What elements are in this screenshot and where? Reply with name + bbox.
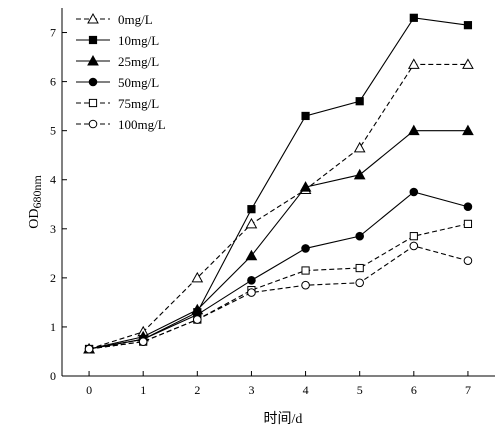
series-layer	[83, 13, 474, 354]
series-0	[83, 58, 474, 354]
legend-marker	[87, 12, 99, 24]
data-point	[463, 219, 473, 228]
x-tick-label: 4	[303, 383, 309, 397]
x-tick-label: 1	[140, 383, 146, 397]
data-point	[193, 315, 202, 324]
y-axis-title-main: OD	[27, 209, 42, 229]
data-point	[247, 288, 256, 297]
legend-label: 25mg/L	[118, 54, 159, 69]
data-point	[247, 276, 256, 285]
legend-item: 25mg/L	[76, 54, 159, 69]
data-point	[409, 13, 418, 22]
legend-marker	[88, 35, 98, 45]
y-tick-label: 3	[50, 222, 56, 236]
legend-label: 75mg/L	[118, 96, 159, 111]
data-point	[84, 344, 94, 354]
legend-item: 0mg/L	[76, 12, 153, 27]
data-point	[355, 278, 364, 288]
series-line	[88, 130, 468, 350]
data-point	[355, 263, 364, 273]
y-tick-label: 7	[50, 26, 56, 40]
data-point	[409, 187, 419, 197]
data-point	[245, 217, 258, 229]
legend-item: 50mg/L	[76, 75, 159, 90]
data-point	[355, 231, 364, 241]
data-point	[407, 58, 420, 69]
data-point	[463, 256, 473, 265]
legend-marker	[87, 54, 99, 66]
y-tick-label: 0	[50, 369, 56, 383]
x-tick-label: 6	[411, 383, 417, 397]
data-point	[407, 124, 420, 136]
data-point	[301, 111, 310, 121]
data-point	[138, 337, 148, 346]
data-point	[463, 202, 473, 212]
series-line	[88, 245, 469, 350]
x-tick-label: 7	[465, 383, 471, 397]
y-axis-title-sub: 680nm	[30, 175, 44, 209]
data-point	[191, 271, 204, 283]
data-point	[462, 124, 474, 136]
legend: 0mg/L 10mg/L 25mg/L 50mg/L 75mg/L 100mg/L	[76, 12, 166, 132]
y-tick-label: 6	[50, 75, 56, 89]
series-line	[88, 191, 469, 350]
data-point	[353, 168, 366, 180]
x-tick-label: 2	[194, 383, 200, 397]
y-tick-label: 5	[50, 124, 56, 138]
y-tick-label: 4	[50, 173, 56, 187]
data-point	[409, 232, 418, 241]
x-tick-label: 5	[357, 383, 363, 397]
data-point	[301, 244, 310, 253]
legend-item: 10mg/L	[76, 33, 159, 48]
y-axis-title: OD680nm	[27, 175, 44, 229]
data-point	[462, 58, 474, 69]
data-point	[355, 97, 364, 106]
legend-item: 100mg/L	[76, 117, 166, 132]
legend-marker	[88, 98, 98, 108]
data-point	[245, 249, 258, 261]
legend-label: 0mg/L	[118, 12, 153, 27]
x-tick-label: 3	[248, 383, 254, 397]
x-tick-label: 0	[86, 383, 92, 397]
legend-label: 100mg/L	[118, 117, 166, 132]
series-line	[88, 63, 468, 350]
legend-label: 10mg/L	[118, 33, 159, 48]
y-tick-label: 2	[50, 271, 56, 285]
legend-marker	[88, 119, 98, 129]
y-tick-label: 1	[50, 320, 56, 334]
legend-label: 50mg/L	[118, 75, 159, 90]
data-point	[247, 205, 256, 214]
data-point	[301, 280, 310, 290]
data-point	[409, 241, 419, 251]
axes: 0 1 2 3 4 5 6 7 0 1 2 3 4 5 6 7	[50, 8, 495, 397]
data-point	[463, 21, 473, 30]
legend-item: 75mg/L	[76, 96, 159, 111]
data-point	[301, 266, 310, 275]
data-point	[353, 141, 366, 153]
data-point	[299, 181, 312, 192]
x-axis-title: 时间/d	[264, 411, 303, 427]
series-5	[84, 241, 473, 354]
legend-marker	[88, 77, 98, 87]
